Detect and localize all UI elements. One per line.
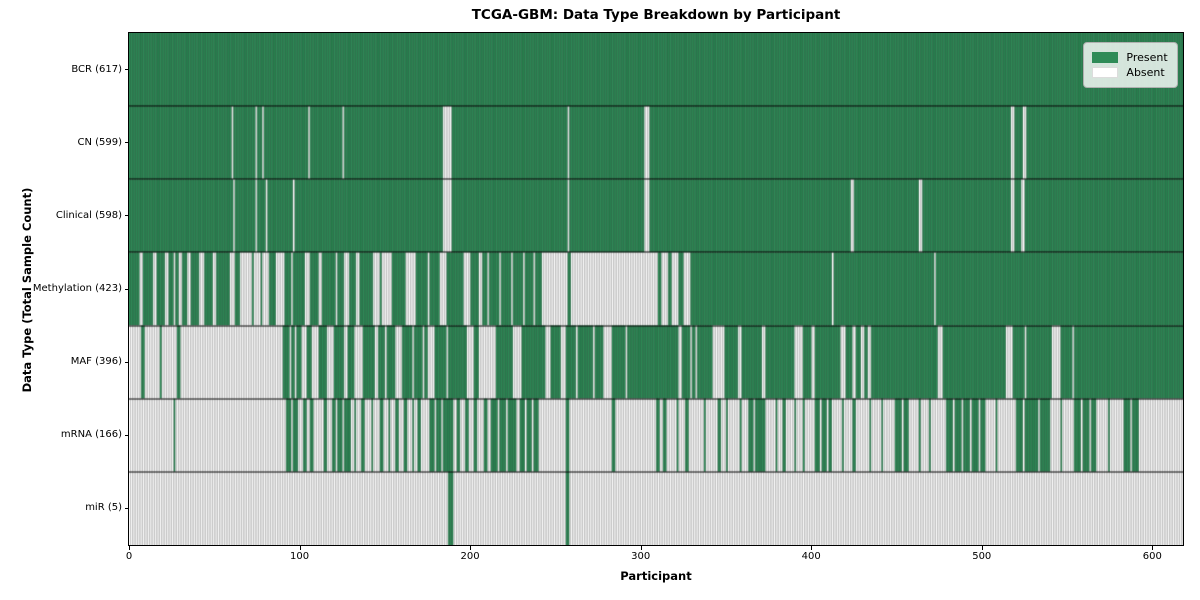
y-tick-mark [124, 142, 129, 144]
y-tick-label-miR: miR (5) [85, 502, 122, 514]
y-tick-mark [124, 507, 129, 509]
chart-title: TCGA-GBM: Data Type Breakdown by Partici… [471, 7, 841, 23]
y-tick-label-CN: CN (599) [77, 136, 122, 148]
x-tick-label-300: 300 [631, 551, 651, 562]
x-tick-mark [470, 546, 472, 550]
legend-item-present: Present [1092, 50, 1168, 64]
x-tick-mark [1152, 546, 1154, 550]
heatmap-canvas [128, 32, 1183, 545]
plot-area: Present Absent [127, 31, 1184, 546]
x-tick-mark [299, 546, 301, 550]
y-tick-label-Methylation: Methylation (423) [32, 283, 122, 294]
legend-present-label: Present [1126, 50, 1168, 64]
legend-item-absent: Absent [1092, 66, 1167, 79]
y-tick-label-Clinical: Clinical (598) [55, 209, 122, 221]
y-tick-mark [124, 288, 129, 290]
x-tick-label-400: 400 [801, 551, 821, 562]
x-tick-mark [811, 546, 813, 550]
x-tick-mark [981, 546, 983, 550]
legend: Present Absent [1083, 41, 1178, 88]
legend-absent-swatch [1092, 66, 1119, 78]
y-tick-label-mRNA: mRNA (166) [60, 429, 122, 441]
x-tick-label-0: 0 [125, 551, 133, 562]
y-tick-mark [124, 434, 129, 436]
y-tick-mark [124, 69, 129, 71]
x-axis-title: Participant [620, 569, 692, 583]
x-tick-label-200: 200 [460, 551, 480, 562]
x-tick-label-500: 500 [972, 551, 992, 562]
x-tick-label-600: 600 [1142, 551, 1162, 562]
x-tick-mark [129, 546, 130, 550]
legend-present-swatch [1092, 51, 1119, 63]
y-tick-label-MAF: MAF (396) [70, 356, 122, 368]
y-tick-label-BCR: BCR (617) [71, 63, 122, 75]
legend-absent-label: Absent [1126, 65, 1165, 79]
y-tick-mark [124, 361, 129, 363]
x-tick-mark [640, 546, 642, 550]
x-tick-label-100: 100 [290, 551, 310, 562]
y-tick-mark [124, 215, 129, 217]
